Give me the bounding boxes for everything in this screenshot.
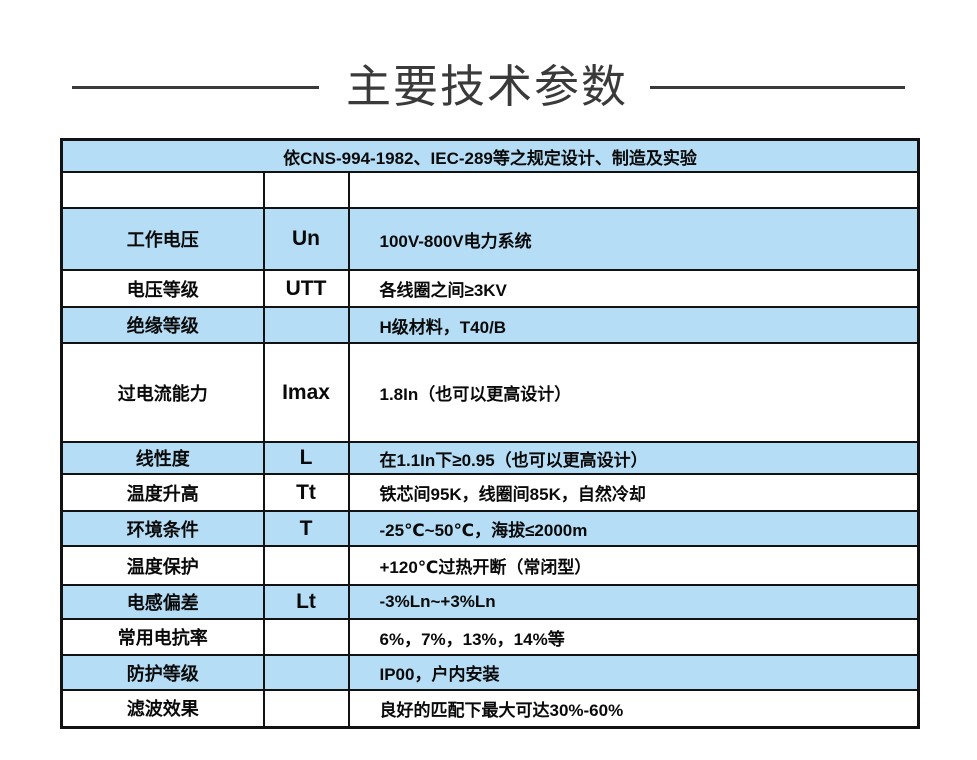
table-row: 环境条件 T -25℃~50℃，海拔≤2000m	[60, 510, 920, 547]
cell-value: -3%Ln~+3%Ln	[347, 584, 920, 620]
table-row	[60, 171, 920, 209]
cell-label: 过电流能力	[60, 342, 265, 443]
table-header-title: 依CNS-994-1982、IEC-289等之规定设计、制造及实验	[60, 138, 920, 173]
table-row: 线性度 L 在1.1In下≥0.95（也可以更高设计）	[60, 441, 920, 475]
cell-value: IP00，户内安装	[347, 654, 920, 691]
cell-symbol: L	[262, 441, 350, 475]
cell-symbol	[262, 171, 350, 209]
cell-label: 滤波效果	[60, 689, 265, 728]
table-row: 常用电抗率 6%，7%，13%，14%等	[60, 618, 920, 656]
cell-label: 环境条件	[60, 510, 265, 547]
cell-symbol: Imax	[262, 342, 350, 443]
cell-value: +120℃过热开断（常闭型）	[347, 545, 920, 586]
title-divider-left	[71, 85, 319, 89]
cell-symbol: T	[262, 510, 350, 547]
cell-value: 6%，7%，13%，14%等	[347, 618, 920, 656]
cell-value: 100V-800V电力系统	[347, 207, 920, 271]
cell-value	[347, 171, 920, 209]
cell-label: 工作电压	[60, 207, 265, 271]
cell-label: 绝缘等级	[60, 306, 265, 344]
title-divider-right	[650, 85, 905, 89]
cell-label: 温度保护	[60, 545, 265, 586]
cell-symbol: Tt	[262, 473, 350, 512]
cell-label: 防护等级	[60, 654, 265, 691]
table-row: 绝缘等级 H级材料，T40/B	[60, 306, 920, 344]
cell-symbol: UTT	[262, 269, 350, 308]
page-title-block: 主要技术参数	[0, 60, 977, 114]
cell-symbol	[262, 689, 350, 728]
cell-label: 线性度	[60, 441, 265, 475]
spec-table: 依CNS-994-1982、IEC-289等之规定设计、制造及实验 工作电压 Un…	[60, 138, 920, 729]
page-title: 主要技术参数	[345, 61, 628, 112]
cell-label: 温度升高	[60, 473, 265, 512]
cell-value: 铁芯间95K，线圈间85K，自然冷却	[347, 473, 920, 512]
table-row: 工作电压 Un 100V-800V电力系统	[60, 207, 920, 271]
cell-label	[60, 171, 265, 209]
cell-symbol	[262, 306, 350, 344]
table-row: 防护等级 IP00，户内安装	[60, 654, 920, 691]
table-header-row: 依CNS-994-1982、IEC-289等之规定设计、制造及实验	[60, 138, 920, 173]
table-row: 温度保护 +120℃过热开断（常闭型）	[60, 545, 920, 586]
cell-value: -25℃~50℃，海拔≤2000m	[347, 510, 920, 547]
cell-value: 1.8In（也可以更高设计）	[347, 342, 920, 443]
cell-symbol	[262, 654, 350, 691]
cell-symbol	[262, 545, 350, 586]
cell-symbol: Lt	[262, 584, 350, 620]
cell-label: 电压等级	[60, 269, 265, 308]
cell-label: 常用电抗率	[60, 618, 265, 656]
cell-value: 良好的匹配下最大可达30%-60%	[347, 689, 920, 728]
cell-label: 电感偏差	[60, 584, 265, 620]
table-row: 电感偏差 Lt -3%Ln~+3%Ln	[60, 584, 920, 620]
table-row: 过电流能力 Imax 1.8In（也可以更高设计）	[60, 342, 920, 443]
table-row: 电压等级 UTT 各线圈之间≥3KV	[60, 269, 920, 308]
table-row: 滤波效果 良好的匹配下最大可达30%-60%	[60, 689, 920, 728]
cell-value: 在1.1In下≥0.95（也可以更高设计）	[347, 441, 920, 475]
cell-value: H级材料，T40/B	[347, 306, 920, 344]
spec-table-body: 工作电压 Un 100V-800V电力系统 电压等级 UTT 各线圈之间≥3KV 绝缘等级 H…	[60, 171, 920, 728]
cell-symbol	[262, 618, 350, 656]
cell-symbol: Un	[262, 207, 350, 271]
table-row: 温度升高 Tt 铁芯间95K，线圈间85K，自然冷却	[60, 473, 920, 512]
cell-value: 各线圈之间≥3KV	[347, 269, 920, 308]
